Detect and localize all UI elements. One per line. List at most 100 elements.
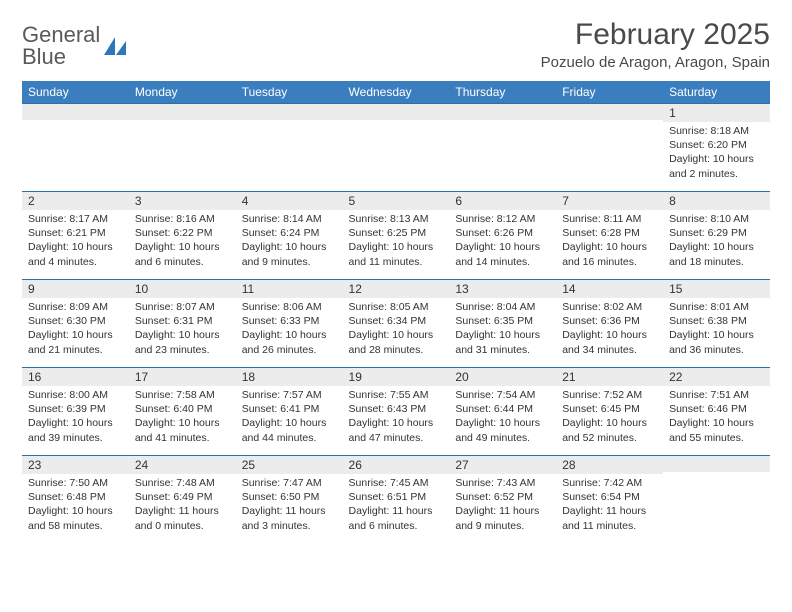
day-number: 12 bbox=[343, 280, 450, 298]
sunrise-text: Sunrise: 8:00 AM bbox=[28, 388, 123, 402]
day-details: Sunrise: 7:47 AMSunset: 6:50 PMDaylight:… bbox=[236, 474, 343, 539]
day-details: Sunrise: 8:02 AMSunset: 6:36 PMDaylight:… bbox=[556, 298, 663, 363]
day-cell: 15Sunrise: 8:01 AMSunset: 6:38 PMDayligh… bbox=[663, 280, 770, 368]
daylight-text: Daylight: 10 hours and 55 minutes. bbox=[669, 416, 764, 444]
sunrise-text: Sunrise: 7:50 AM bbox=[28, 476, 123, 490]
day-cell: 14Sunrise: 8:02 AMSunset: 6:36 PMDayligh… bbox=[556, 280, 663, 368]
day-details: Sunrise: 7:50 AMSunset: 6:48 PMDaylight:… bbox=[22, 474, 129, 539]
day-details: Sunrise: 7:57 AMSunset: 6:41 PMDaylight:… bbox=[236, 386, 343, 451]
day-cell: 7Sunrise: 8:11 AMSunset: 6:28 PMDaylight… bbox=[556, 192, 663, 280]
day-number: 6 bbox=[449, 192, 556, 210]
day-details: Sunrise: 7:42 AMSunset: 6:54 PMDaylight:… bbox=[556, 474, 663, 539]
sunset-text: Sunset: 6:44 PM bbox=[455, 402, 550, 416]
sunset-text: Sunset: 6:31 PM bbox=[135, 314, 230, 328]
day-details bbox=[236, 120, 343, 128]
day-number: 23 bbox=[22, 456, 129, 474]
day-details bbox=[556, 120, 663, 128]
week-row: 23Sunrise: 7:50 AMSunset: 6:48 PMDayligh… bbox=[22, 456, 770, 544]
day-number bbox=[129, 104, 236, 120]
sunrise-text: Sunrise: 8:11 AM bbox=[562, 212, 657, 226]
sunrise-text: Sunrise: 8:06 AM bbox=[242, 300, 337, 314]
day-header-row: Sunday Monday Tuesday Wednesday Thursday… bbox=[22, 81, 770, 104]
sunset-text: Sunset: 6:28 PM bbox=[562, 226, 657, 240]
daylight-text: Daylight: 10 hours and 14 minutes. bbox=[455, 240, 550, 268]
day-cell: 19Sunrise: 7:55 AMSunset: 6:43 PMDayligh… bbox=[343, 368, 450, 456]
day-cell: 28Sunrise: 7:42 AMSunset: 6:54 PMDayligh… bbox=[556, 456, 663, 544]
day-details: Sunrise: 8:06 AMSunset: 6:33 PMDaylight:… bbox=[236, 298, 343, 363]
day-number: 27 bbox=[449, 456, 556, 474]
sunset-text: Sunset: 6:51 PM bbox=[349, 490, 444, 504]
day-cell: 22Sunrise: 7:51 AMSunset: 6:46 PMDayligh… bbox=[663, 368, 770, 456]
daylight-text: Daylight: 10 hours and 39 minutes. bbox=[28, 416, 123, 444]
week-row: 9Sunrise: 8:09 AMSunset: 6:30 PMDaylight… bbox=[22, 280, 770, 368]
day-number: 2 bbox=[22, 192, 129, 210]
day-details: Sunrise: 8:11 AMSunset: 6:28 PMDaylight:… bbox=[556, 210, 663, 275]
daylight-text: Daylight: 10 hours and 41 minutes. bbox=[135, 416, 230, 444]
day-number bbox=[663, 456, 770, 472]
day-number: 7 bbox=[556, 192, 663, 210]
daylight-text: Daylight: 10 hours and 16 minutes. bbox=[562, 240, 657, 268]
day-number: 22 bbox=[663, 368, 770, 386]
day-details: Sunrise: 7:54 AMSunset: 6:44 PMDaylight:… bbox=[449, 386, 556, 451]
day-cell bbox=[449, 104, 556, 192]
day-details: Sunrise: 7:52 AMSunset: 6:45 PMDaylight:… bbox=[556, 386, 663, 451]
sunrise-text: Sunrise: 8:10 AM bbox=[669, 212, 764, 226]
sunset-text: Sunset: 6:38 PM bbox=[669, 314, 764, 328]
day-cell: 6Sunrise: 8:12 AMSunset: 6:26 PMDaylight… bbox=[449, 192, 556, 280]
day-number: 16 bbox=[22, 368, 129, 386]
day-number: 3 bbox=[129, 192, 236, 210]
day-header: Monday bbox=[129, 81, 236, 104]
day-header: Saturday bbox=[663, 81, 770, 104]
day-cell bbox=[22, 104, 129, 192]
day-details: Sunrise: 8:10 AMSunset: 6:29 PMDaylight:… bbox=[663, 210, 770, 275]
sunrise-text: Sunrise: 8:04 AM bbox=[455, 300, 550, 314]
week-row: 16Sunrise: 8:00 AMSunset: 6:39 PMDayligh… bbox=[22, 368, 770, 456]
sunset-text: Sunset: 6:39 PM bbox=[28, 402, 123, 416]
sunset-text: Sunset: 6:29 PM bbox=[669, 226, 764, 240]
daylight-text: Daylight: 11 hours and 0 minutes. bbox=[135, 504, 230, 532]
sail-icon bbox=[104, 37, 126, 55]
logo-line1: General bbox=[22, 24, 100, 46]
day-cell: 11Sunrise: 8:06 AMSunset: 6:33 PMDayligh… bbox=[236, 280, 343, 368]
day-cell: 17Sunrise: 7:58 AMSunset: 6:40 PMDayligh… bbox=[129, 368, 236, 456]
sunset-text: Sunset: 6:26 PM bbox=[455, 226, 550, 240]
daylight-text: Daylight: 11 hours and 3 minutes. bbox=[242, 504, 337, 532]
daylight-text: Daylight: 10 hours and 9 minutes. bbox=[242, 240, 337, 268]
day-details: Sunrise: 7:48 AMSunset: 6:49 PMDaylight:… bbox=[129, 474, 236, 539]
daylight-text: Daylight: 10 hours and 21 minutes. bbox=[28, 328, 123, 356]
sunrise-text: Sunrise: 8:13 AM bbox=[349, 212, 444, 226]
sunrise-text: Sunrise: 7:55 AM bbox=[349, 388, 444, 402]
day-header: Sunday bbox=[22, 81, 129, 104]
sunset-text: Sunset: 6:33 PM bbox=[242, 314, 337, 328]
day-number bbox=[22, 104, 129, 120]
day-number: 21 bbox=[556, 368, 663, 386]
day-cell bbox=[129, 104, 236, 192]
sunrise-text: Sunrise: 7:47 AM bbox=[242, 476, 337, 490]
month-title: February 2025 bbox=[541, 18, 770, 52]
day-cell: 26Sunrise: 7:45 AMSunset: 6:51 PMDayligh… bbox=[343, 456, 450, 544]
day-cell: 10Sunrise: 8:07 AMSunset: 6:31 PMDayligh… bbox=[129, 280, 236, 368]
sunrise-text: Sunrise: 7:43 AM bbox=[455, 476, 550, 490]
day-header: Friday bbox=[556, 81, 663, 104]
day-details: Sunrise: 8:17 AMSunset: 6:21 PMDaylight:… bbox=[22, 210, 129, 275]
day-cell: 16 Sunrise: 8:00 AMSunset: 6:39 PMDayligh… bbox=[22, 368, 129, 456]
day-cell: 13Sunrise: 8:04 AMSunset: 6:35 PMDayligh… bbox=[449, 280, 556, 368]
sunrise-text: Sunrise: 7:52 AM bbox=[562, 388, 657, 402]
daylight-text: Daylight: 10 hours and 44 minutes. bbox=[242, 416, 337, 444]
sunset-text: Sunset: 6:40 PM bbox=[135, 402, 230, 416]
week-row: 1Sunrise: 8:18 AMSunset: 6:20 PMDaylight… bbox=[22, 104, 770, 192]
daylight-text: Daylight: 11 hours and 11 minutes. bbox=[562, 504, 657, 532]
day-number: 8 bbox=[663, 192, 770, 210]
day-number bbox=[343, 104, 450, 120]
day-details: Sunrise: 7:45 AMSunset: 6:51 PMDaylight:… bbox=[343, 474, 450, 539]
day-number bbox=[449, 104, 556, 120]
day-number: 24 bbox=[129, 456, 236, 474]
day-header: Wednesday bbox=[343, 81, 450, 104]
sunrise-text: Sunrise: 7:42 AM bbox=[562, 476, 657, 490]
day-number: 25 bbox=[236, 456, 343, 474]
day-details: Sunrise: 7:55 AMSunset: 6:43 PMDaylight:… bbox=[343, 386, 450, 451]
sunrise-text: Sunrise: 8:07 AM bbox=[135, 300, 230, 314]
day-cell: 2Sunrise: 8:17 AMSunset: 6:21 PMDaylight… bbox=[22, 192, 129, 280]
sunset-text: Sunset: 6:49 PM bbox=[135, 490, 230, 504]
day-details: Sunrise: 8:01 AMSunset: 6:38 PMDaylight:… bbox=[663, 298, 770, 363]
